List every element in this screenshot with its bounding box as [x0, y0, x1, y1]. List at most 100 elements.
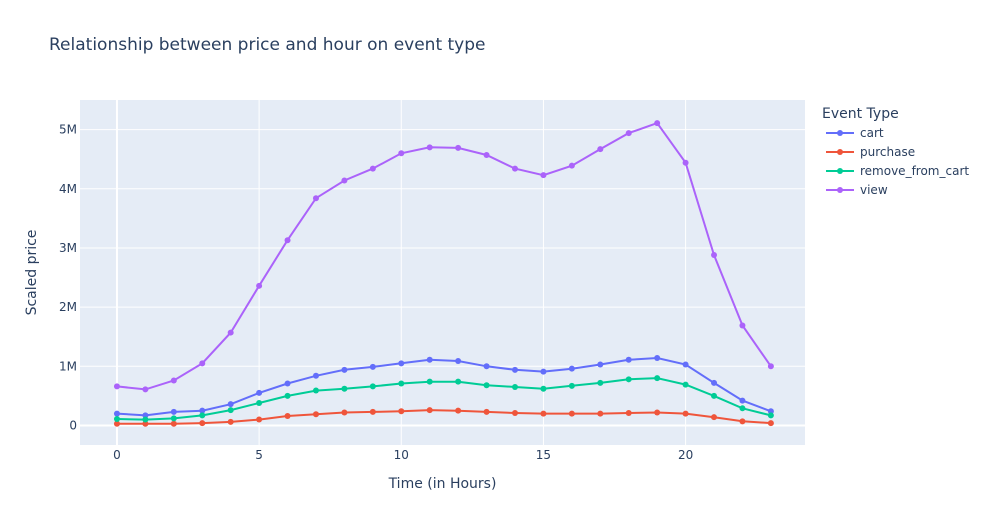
data-point-cart[interactable]	[426, 356, 433, 363]
data-point-remove_from_cart[interactable]	[199, 412, 206, 419]
data-point-remove_from_cart[interactable]	[369, 383, 376, 390]
data-point-remove_from_cart[interactable]	[711, 392, 718, 399]
data-point-view[interactable]	[256, 282, 263, 289]
data-point-cart[interactable]	[199, 407, 206, 414]
data-point-view[interactable]	[739, 322, 746, 329]
data-point-purchase[interactable]	[512, 410, 518, 417]
data-point-view[interactable]	[568, 162, 575, 169]
legend-item-purchase[interactable]: purchase	[826, 145, 915, 159]
data-point-purchase[interactable]	[142, 420, 149, 427]
data-point-purchase[interactable]	[483, 408, 490, 415]
data-point-cart[interactable]	[512, 366, 518, 373]
data-point-cart[interactable]	[568, 365, 575, 372]
data-point-purchase[interactable]	[682, 410, 689, 417]
data-point-remove_from_cart[interactable]	[654, 375, 661, 382]
data-point-cart[interactable]	[227, 401, 234, 408]
data-point-view[interactable]	[682, 159, 689, 166]
data-point-purchase[interactable]	[739, 418, 746, 425]
data-point-cart[interactable]	[654, 355, 661, 362]
data-point-cart[interactable]	[256, 389, 263, 396]
data-point-cart[interactable]	[113, 410, 120, 417]
data-point-remove_from_cart[interactable]	[341, 385, 348, 392]
data-point-cart[interactable]	[142, 412, 149, 419]
data-point-remove_from_cart[interactable]	[483, 382, 490, 389]
data-point-purchase[interactable]	[341, 409, 348, 416]
data-point-purchase[interactable]	[227, 418, 234, 425]
data-point-view[interactable]	[455, 144, 462, 151]
data-point-cart[interactable]	[398, 360, 405, 367]
data-point-purchase[interactable]	[540, 410, 547, 417]
data-point-view[interactable]	[199, 360, 206, 367]
data-point-cart[interactable]	[739, 397, 746, 404]
data-point-purchase[interactable]	[568, 410, 575, 417]
data-point-view[interactable]	[512, 165, 518, 172]
data-point-view[interactable]	[142, 386, 149, 393]
data-point-remove_from_cart[interactable]	[625, 376, 632, 383]
data-point-purchase[interactable]	[711, 414, 718, 421]
data-point-purchase[interactable]	[312, 411, 319, 418]
data-point-purchase[interactable]	[113, 420, 120, 427]
data-point-view[interactable]	[426, 144, 433, 151]
data-point-remove_from_cart[interactable]	[284, 392, 291, 399]
data-point-purchase[interactable]	[597, 410, 604, 417]
data-point-purchase[interactable]	[369, 408, 376, 415]
data-point-remove_from_cart[interactable]	[426, 378, 433, 385]
data-point-remove_from_cart[interactable]	[398, 380, 405, 387]
data-point-cart[interactable]	[682, 361, 689, 368]
data-point-purchase[interactable]	[170, 420, 177, 427]
data-point-view[interactable]	[654, 120, 661, 127]
data-point-purchase[interactable]	[426, 407, 433, 414]
data-point-cart[interactable]	[540, 368, 547, 375]
data-point-view[interactable]	[767, 363, 774, 370]
data-point-purchase[interactable]	[625, 410, 632, 417]
data-point-view[interactable]	[711, 252, 718, 259]
data-point-purchase[interactable]	[654, 409, 661, 416]
data-point-cart[interactable]	[767, 408, 774, 415]
data-point-remove_from_cart[interactable]	[512, 384, 518, 391]
data-point-view[interactable]	[398, 150, 405, 157]
data-point-view[interactable]	[341, 177, 348, 184]
legend-item-view[interactable]: view	[826, 183, 888, 197]
legend-item-remove_from_cart[interactable]: remove_from_cart	[826, 164, 969, 178]
data-point-view[interactable]	[540, 172, 547, 179]
data-point-purchase[interactable]	[767, 420, 774, 427]
data-point-cart[interactable]	[711, 379, 718, 386]
data-point-view[interactable]	[483, 152, 490, 159]
data-point-purchase[interactable]	[284, 413, 291, 420]
data-point-remove_from_cart[interactable]	[170, 415, 177, 422]
data-point-purchase[interactable]	[398, 408, 405, 415]
data-point-cart[interactable]	[455, 357, 462, 364]
data-point-purchase[interactable]	[199, 420, 206, 427]
data-point-view[interactable]	[170, 377, 177, 384]
data-point-remove_from_cart[interactable]	[739, 405, 746, 412]
data-point-remove_from_cart[interactable]	[113, 415, 120, 422]
data-point-remove_from_cart[interactable]	[540, 385, 547, 392]
data-point-cart[interactable]	[483, 363, 490, 370]
data-point-cart[interactable]	[597, 361, 604, 368]
data-point-purchase[interactable]	[455, 407, 462, 414]
data-point-purchase[interactable]	[256, 416, 263, 423]
data-point-remove_from_cart[interactable]	[597, 379, 604, 386]
data-point-remove_from_cart[interactable]	[682, 381, 689, 388]
data-point-remove_from_cart[interactable]	[312, 387, 319, 394]
data-point-cart[interactable]	[284, 380, 291, 387]
data-point-view[interactable]	[369, 165, 376, 172]
data-point-remove_from_cart[interactable]	[568, 382, 575, 389]
data-point-cart[interactable]	[369, 363, 376, 370]
data-point-view[interactable]	[312, 195, 319, 202]
data-point-cart[interactable]	[341, 366, 348, 373]
data-point-remove_from_cart[interactable]	[142, 416, 149, 423]
legend-item-cart[interactable]: cart	[826, 126, 884, 140]
data-point-remove_from_cart[interactable]	[455, 378, 462, 385]
data-point-view[interactable]	[284, 237, 291, 244]
data-point-cart[interactable]	[625, 356, 632, 363]
data-point-cart[interactable]	[312, 372, 319, 379]
data-point-cart[interactable]	[170, 408, 177, 415]
data-point-remove_from_cart[interactable]	[256, 399, 263, 406]
data-point-remove_from_cart[interactable]	[227, 407, 234, 414]
data-point-view[interactable]	[597, 146, 604, 153]
data-point-view[interactable]	[227, 329, 234, 336]
data-point-view[interactable]	[113, 383, 120, 390]
data-point-remove_from_cart[interactable]	[767, 412, 774, 419]
data-point-view[interactable]	[625, 130, 632, 137]
